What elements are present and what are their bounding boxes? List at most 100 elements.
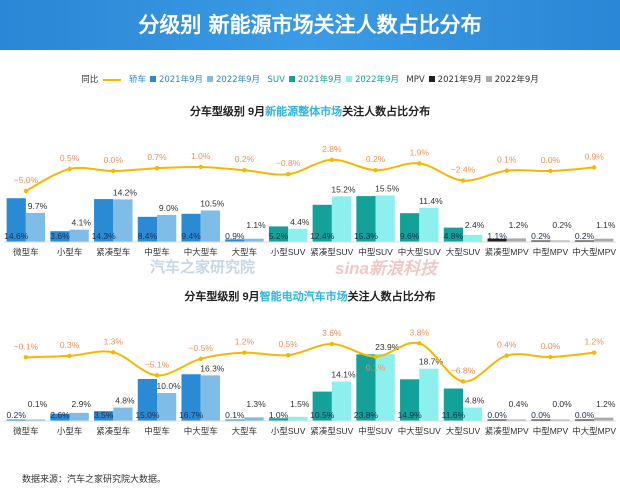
bar-label-2022: 1.1% bbox=[596, 220, 616, 230]
yoy-point bbox=[154, 166, 160, 171]
bar-2021 bbox=[574, 419, 595, 421]
legend-line-swatch bbox=[103, 78, 122, 81]
bar-label-2021: 12.4% bbox=[310, 231, 335, 241]
category-label: 紧凑型车 bbox=[96, 247, 130, 257]
category-label: 中型MPV bbox=[533, 247, 569, 257]
bar-label-2022: 4.8% bbox=[465, 396, 485, 406]
yoy-point bbox=[198, 356, 203, 361]
yoy-point bbox=[373, 354, 378, 359]
bar-label-2021: 15.0% bbox=[135, 410, 160, 420]
bar-label-2022: 1.2% bbox=[509, 220, 529, 230]
yoy-label: 0.5% bbox=[278, 339, 298, 349]
bar-label-2021: 3.5% bbox=[94, 410, 114, 420]
yoy-label: 0.4% bbox=[497, 340, 517, 350]
bar-2022 bbox=[375, 195, 395, 242]
bar-2021 bbox=[225, 239, 245, 242]
bar-2022 bbox=[594, 417, 614, 421]
bar-2022 bbox=[200, 210, 220, 242]
bar-label-2022: 10.5% bbox=[200, 199, 225, 209]
bar-2021 bbox=[6, 198, 26, 242]
legend-swatch bbox=[428, 76, 435, 82]
bar-label-2021: 23.8% bbox=[354, 410, 379, 420]
bar-label-2021: 14.6% bbox=[4, 231, 29, 241]
category-label: 紧凑型车 bbox=[96, 426, 130, 436]
bar-2022 bbox=[244, 238, 264, 242]
bar-2021 bbox=[487, 419, 507, 421]
bar-2021 bbox=[487, 238, 507, 242]
bar-label-2022: 10.0% bbox=[157, 381, 182, 391]
yoy-point bbox=[548, 354, 553, 360]
bar-2021 bbox=[94, 199, 114, 242]
yoy-point bbox=[67, 353, 72, 359]
category-label: 中型车 bbox=[144, 426, 170, 436]
bar-label-2022: 0.0% bbox=[552, 399, 572, 409]
yoy-label: −6.8% bbox=[451, 365, 476, 375]
legend-swatch bbox=[345, 76, 352, 82]
bar-label-2022: 1.3% bbox=[246, 399, 266, 409]
category-label: 微型车 bbox=[13, 247, 39, 257]
legend-mpv-2021: 2021年9月 bbox=[437, 75, 482, 85]
bar-label-2022: 4.4% bbox=[290, 217, 310, 227]
bar-2021 bbox=[50, 231, 70, 242]
yoy-point bbox=[23, 355, 29, 360]
category-label: 紧凑型MPV bbox=[485, 426, 529, 436]
yoy-line bbox=[25, 158, 595, 192]
bar-2022 bbox=[200, 375, 220, 421]
bar-label-2021: 4.8% bbox=[444, 231, 464, 241]
category-label: 中型车 bbox=[144, 247, 170, 257]
bar-label-2022: 15.5% bbox=[375, 184, 400, 194]
bar-label-2021: 0.2% bbox=[531, 231, 551, 241]
bar-label-2022: 16.3% bbox=[200, 363, 225, 373]
yoy-point bbox=[285, 353, 291, 358]
bar-2021 bbox=[356, 354, 376, 421]
category-label: 中大型MPV bbox=[572, 247, 616, 257]
bar-label-2021: 0.2% bbox=[575, 231, 595, 241]
category-label: 小型车 bbox=[57, 247, 83, 257]
bar-2022 bbox=[331, 196, 352, 242]
category-label: 大型SUV bbox=[446, 426, 481, 436]
yoy-label: 0.1% bbox=[366, 363, 386, 373]
bar-label-2021: 1.0% bbox=[269, 410, 289, 420]
bar-label-2021: 9.4% bbox=[181, 231, 201, 241]
yoy-point bbox=[154, 373, 160, 378]
yoy-label: 3.6% bbox=[322, 328, 342, 338]
yoy-point bbox=[329, 157, 335, 162]
category-label: 大型SUV bbox=[446, 247, 481, 257]
category-label: 小型车 bbox=[57, 426, 83, 436]
bar-2021 bbox=[400, 213, 420, 242]
bar-label-2022: 0.2% bbox=[552, 220, 572, 230]
bar-label-2022: 14.1% bbox=[331, 370, 356, 380]
legend-yoy: 同比 bbox=[81, 75, 99, 85]
bar-2021 bbox=[181, 374, 201, 421]
bar-label-2022: 1.1% bbox=[246, 220, 266, 230]
bar-2021 bbox=[181, 213, 201, 242]
yoy-label: 0.5% bbox=[60, 153, 80, 163]
bar-label-2021: 0.0% bbox=[487, 410, 507, 420]
bar-2021 bbox=[94, 411, 114, 421]
yoy-label: −0.8% bbox=[276, 158, 301, 168]
bar-label-2021: 10.5% bbox=[310, 410, 335, 420]
legend-sedan: 轿车 bbox=[128, 75, 146, 85]
bar-2022 bbox=[375, 354, 395, 421]
bar-2021 bbox=[268, 226, 289, 242]
yoy-point bbox=[591, 350, 597, 355]
bar-2022 bbox=[288, 416, 308, 421]
yoy-point bbox=[67, 166, 72, 172]
bar-label-2022: 4.1% bbox=[72, 218, 92, 228]
bar-label-2021: 0.1% bbox=[225, 410, 245, 420]
bar-label-2021: 0.2% bbox=[7, 410, 27, 420]
bar-2022 bbox=[419, 207, 439, 242]
category-label: 中大型SUV bbox=[398, 426, 441, 436]
legend-sedan-2022: 2022年9月 bbox=[216, 75, 261, 85]
bar-label-2022: 0.4% bbox=[509, 399, 529, 409]
legend-swatch bbox=[485, 76, 492, 82]
yoy-label: −0.1% bbox=[14, 341, 39, 351]
legend-swatch bbox=[288, 76, 295, 82]
bar-2022 bbox=[69, 229, 89, 242]
category-label: 中型SUV bbox=[358, 247, 393, 257]
bar-2021 bbox=[356, 196, 376, 242]
watermark-autohome: 汽车之家研究院 bbox=[150, 258, 255, 276]
bar-label-2021: 0.9% bbox=[225, 231, 245, 241]
bar-label-2022: 11.4% bbox=[419, 196, 443, 206]
page-title: 分级别 新能源市场关注人数占比分布 bbox=[0, 0, 620, 50]
